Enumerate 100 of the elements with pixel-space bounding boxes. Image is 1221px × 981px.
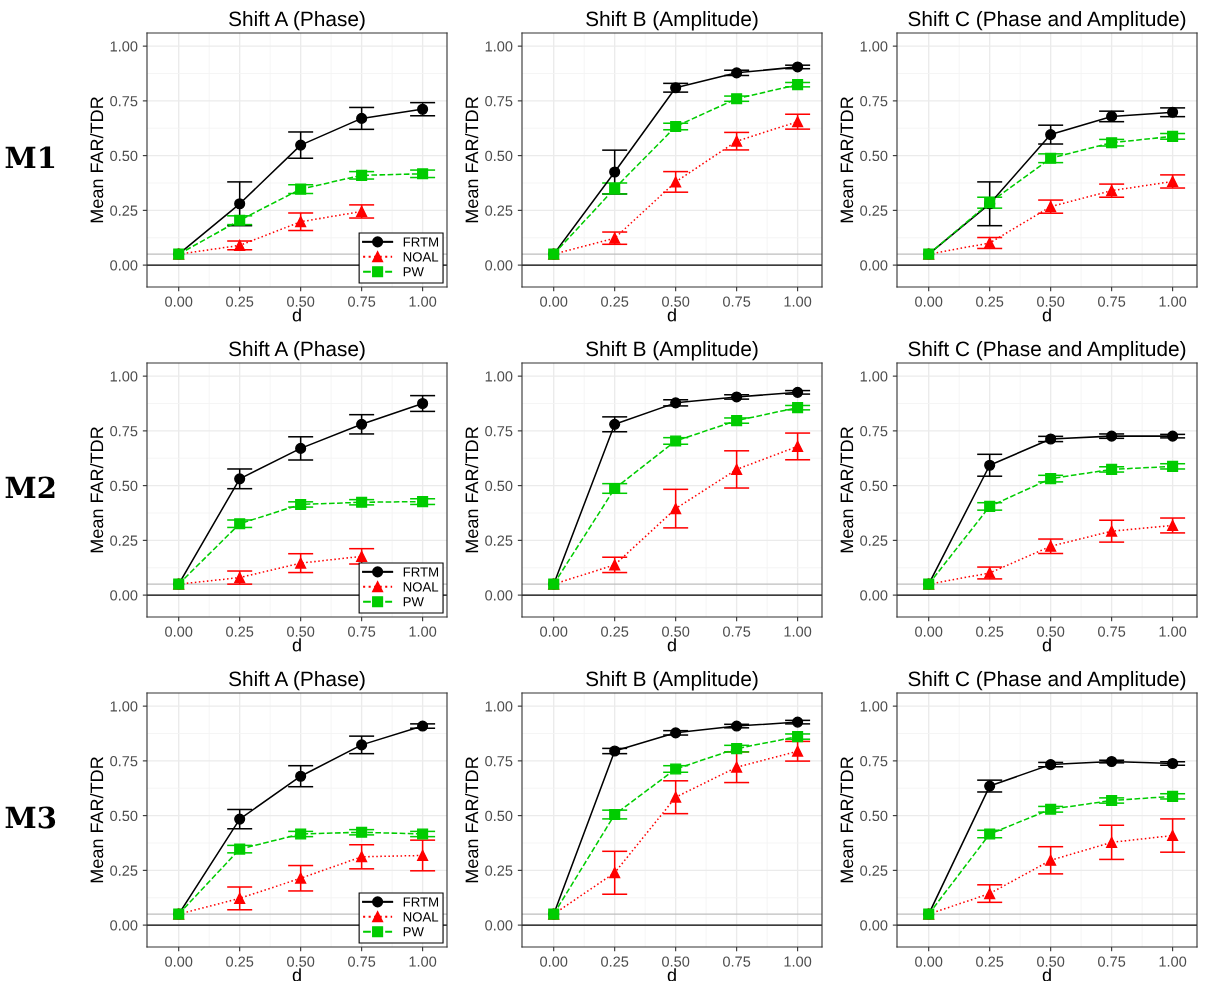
point <box>356 205 368 218</box>
point <box>295 872 307 884</box>
point <box>1106 463 1118 475</box>
point <box>984 459 996 471</box>
legend-label: PW <box>403 927 424 937</box>
x-axis-title: d <box>292 638 301 652</box>
point <box>984 828 996 840</box>
point <box>984 780 996 792</box>
point <box>1045 854 1057 866</box>
point <box>731 415 743 427</box>
y-tick-label: 0.75 <box>110 755 138 767</box>
x-axis-title: d <box>667 308 676 322</box>
y-axis-title: Mean FAR/TDR <box>839 757 854 883</box>
point <box>792 61 804 73</box>
point <box>1106 137 1118 149</box>
y-tick-label: 1.00 <box>485 701 513 712</box>
x-tick-label: 0.00 <box>540 956 568 967</box>
point <box>417 103 429 115</box>
point <box>609 182 621 195</box>
legend-label: NOAL <box>403 582 439 592</box>
point <box>792 440 804 452</box>
x-axis-title: d <box>292 308 301 322</box>
y-tick-label: 1.00 <box>110 701 138 712</box>
chart-title: Shift A (Phase) <box>229 340 365 361</box>
y-tick-label: 0.00 <box>485 920 513 931</box>
point <box>1167 130 1179 142</box>
point <box>1106 755 1118 768</box>
y-tick-label: 1.00 <box>860 371 888 382</box>
point <box>356 169 368 181</box>
point <box>1167 106 1179 118</box>
x-tick-label: 1.00 <box>409 956 437 967</box>
y-tick-label: 0.50 <box>485 150 513 162</box>
point <box>295 442 307 454</box>
y-tick-label: 0.25 <box>860 535 888 546</box>
y-tick-label: 0.75 <box>485 95 513 107</box>
text: M1 <box>5 146 55 169</box>
point <box>731 391 743 403</box>
point <box>1167 430 1179 442</box>
point <box>984 500 996 512</box>
legend-label: NOAL <box>403 252 439 262</box>
x-tick-label: 0.50 <box>662 956 690 967</box>
point <box>731 761 743 773</box>
y-tick-label: 1.00 <box>485 41 513 52</box>
point <box>295 557 307 569</box>
y-tick-label: 1.00 <box>485 371 513 382</box>
y-tick-label: 0.25 <box>110 865 138 876</box>
point <box>609 559 621 571</box>
y-tick-label: 0.25 <box>485 205 513 216</box>
point <box>234 892 246 904</box>
x-tick-label: 0.50 <box>287 296 315 307</box>
x-tick-label: 0.25 <box>601 296 629 307</box>
x-tick-label: 0.00 <box>165 626 193 637</box>
point <box>731 93 743 105</box>
y-axis-title: Mean FAR/TDR <box>839 97 854 223</box>
point <box>984 888 996 900</box>
point <box>670 82 682 94</box>
chart-title: Shift B (Amplitude) <box>586 670 758 691</box>
point <box>417 849 429 862</box>
point <box>1045 152 1057 164</box>
point <box>417 496 429 508</box>
point <box>234 518 246 530</box>
y-tick-label: 0.00 <box>485 590 513 601</box>
point <box>417 168 429 180</box>
x-tick-label: 0.00 <box>540 296 568 307</box>
x-tick-label: 0.75 <box>348 956 376 967</box>
x-tick-label: 0.50 <box>287 956 315 967</box>
point <box>417 720 429 732</box>
point <box>1045 759 1057 771</box>
legend-label: FRTM <box>403 897 438 907</box>
point <box>731 67 743 79</box>
y-axis-title: Mean FAR/TDR <box>464 427 479 553</box>
point <box>1045 803 1057 815</box>
point <box>609 745 621 757</box>
point <box>234 473 246 485</box>
x-tick-label: 1.00 <box>784 296 812 307</box>
point <box>356 550 368 562</box>
point <box>356 826 368 838</box>
point <box>295 216 307 228</box>
text: M3 <box>5 806 56 829</box>
point <box>356 418 368 430</box>
y-tick-label: 0.50 <box>110 480 138 492</box>
point <box>792 731 804 743</box>
x-tick-label: 0.75 <box>1098 956 1126 967</box>
x-tick-label: 0.00 <box>915 296 943 307</box>
y-tick-label: 0.75 <box>860 425 888 437</box>
x-axis-title: d <box>1042 638 1051 652</box>
point <box>1106 110 1118 122</box>
point <box>234 843 246 855</box>
x-tick-label: 0.75 <box>723 296 751 307</box>
point <box>417 828 429 840</box>
y-tick-label: 0.00 <box>860 590 888 601</box>
y-tick-label: 0.75 <box>860 755 888 767</box>
legend-label: FRTM <box>403 567 438 577</box>
point <box>234 198 246 210</box>
x-tick-label: 0.75 <box>723 626 751 637</box>
y-axis-title: Mean FAR/TDR <box>89 757 104 883</box>
point <box>234 239 246 251</box>
y-tick-label: 0.75 <box>110 425 138 437</box>
x-tick-label: 0.25 <box>976 956 1004 967</box>
chart-title: Shift C (Phase and Amplitude) <box>908 10 1186 31</box>
